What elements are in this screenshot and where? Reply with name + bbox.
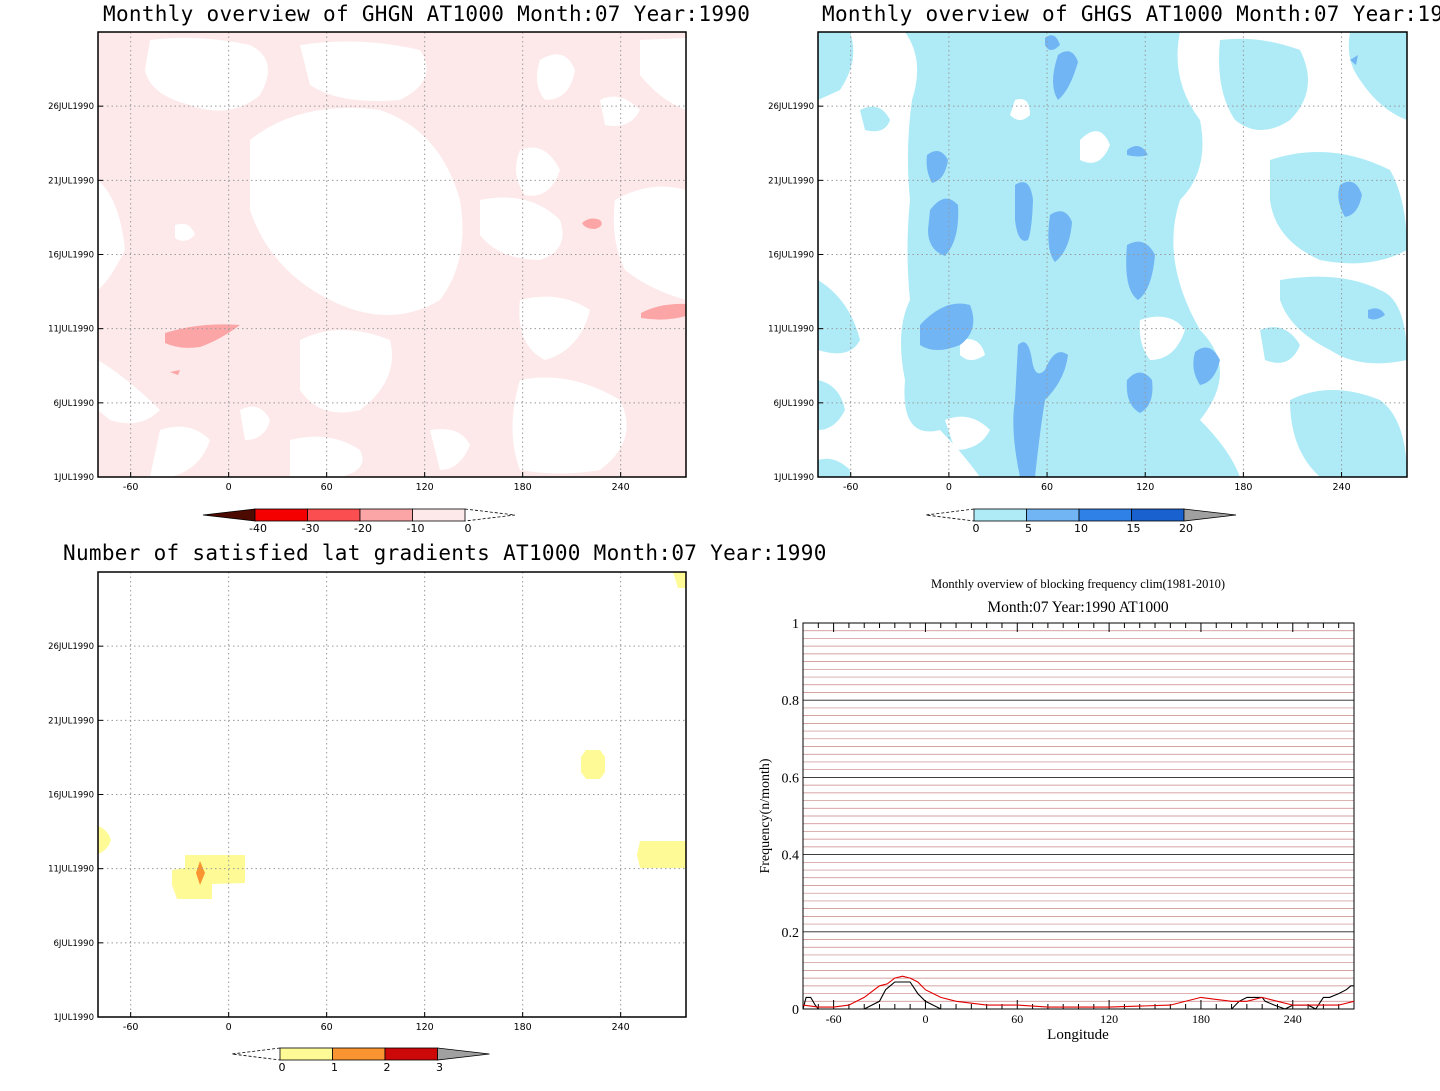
y-tick-label: 11JUL1990 bbox=[48, 325, 94, 335]
x-tick-label: 0 bbox=[922, 1012, 928, 1026]
y-tick-label: 0 bbox=[792, 1003, 799, 1018]
y-tick-label: 21JUL1990 bbox=[48, 716, 94, 726]
colorbar-box bbox=[280, 1048, 333, 1060]
x-tick-label: 120 bbox=[416, 1022, 434, 1033]
x-tick-label: 240 bbox=[1332, 482, 1350, 493]
x-tick-label: 180 bbox=[1234, 482, 1252, 493]
colorbar-label: 2 bbox=[384, 1061, 391, 1074]
x-tick-label: -60 bbox=[123, 1022, 139, 1033]
grad-panel: -60 0 60 120 180 240 1JUL19906JUL199011JUL199… bbox=[48, 572, 686, 1074]
freq-subtitle: Month:07 Year:1990 AT1000 bbox=[987, 599, 1169, 616]
colorbar-label: 20 bbox=[1179, 522, 1193, 535]
x-tick-label: 120 bbox=[1100, 1012, 1118, 1026]
y-tick-label: 26JUL1990 bbox=[48, 102, 94, 112]
grad-y-ticks: 1JUL1990 6JUL1990 11JUL1990 16JUL1990 21JUL1… bbox=[48, 642, 103, 1023]
x-tick-label: 60 bbox=[321, 1022, 333, 1033]
colorbar-label: 0 bbox=[279, 1061, 286, 1074]
x-tick-label: 0 bbox=[946, 482, 952, 493]
ghgn-panel: -60 0 60 120 180 240 1JUL1990 6JUL1990 11JUL199… bbox=[48, 32, 686, 535]
y-tick-label: 1JUL1990 bbox=[773, 473, 814, 483]
colorbar-label: 10 bbox=[1074, 522, 1088, 535]
colorbar-box bbox=[255, 509, 308, 521]
colorbar-box bbox=[360, 509, 413, 521]
freq-y-ticks: 0 0.2 0.4 0.6 0.8 1 bbox=[782, 617, 800, 1018]
freq-x-ticks: -60 0 60 120 180 240 bbox=[826, 1012, 1302, 1026]
y-tick-label: 0.2 bbox=[782, 926, 800, 941]
y-tick-label: 11JUL1990 bbox=[768, 325, 814, 335]
colorbar-label: 0 bbox=[465, 522, 472, 535]
colorbar-right-arrow bbox=[1184, 509, 1236, 521]
x-tick-label: 60 bbox=[1041, 482, 1053, 493]
colorbar-label: -10 bbox=[407, 522, 425, 535]
colorbar-box bbox=[333, 1048, 386, 1060]
y-tick-label: 16JUL1990 bbox=[768, 251, 814, 261]
colorbar-box bbox=[308, 509, 361, 521]
x-tick-label: -60 bbox=[843, 482, 859, 493]
freq-panel: Monthly overview of blocking frequency c… bbox=[758, 577, 1354, 1043]
colorbar-left-arrow bbox=[232, 1048, 280, 1060]
freq-title: Monthly overview of blocking frequency c… bbox=[931, 577, 1225, 591]
freq-xlabel: Longitude bbox=[1047, 1027, 1109, 1043]
y-tick-label: 6JUL1990 bbox=[53, 399, 94, 409]
y-tick-label: 21JUL1990 bbox=[48, 176, 94, 186]
x-tick-label: 0 bbox=[226, 482, 232, 493]
colorbar-box bbox=[1027, 509, 1080, 521]
freq-ylabel: Frequency(n/month) bbox=[758, 758, 773, 873]
x-tick-label: -60 bbox=[826, 1012, 842, 1026]
y-tick-label: 11JUL1990 bbox=[48, 865, 94, 875]
y-tick-label: 0.8 bbox=[782, 694, 800, 709]
x-tick-label: 240 bbox=[1284, 1012, 1302, 1026]
freq-horizontal-lines bbox=[803, 631, 1354, 1002]
colorbar-right-arrow bbox=[465, 509, 515, 521]
colorbar-box bbox=[1132, 509, 1185, 521]
y-tick-label: 1JUL1990 bbox=[53, 1013, 94, 1023]
x-tick-label: 60 bbox=[1011, 1012, 1023, 1026]
colorbar-left-arrow bbox=[203, 509, 255, 521]
y-tick-label: 1 bbox=[792, 617, 799, 632]
colorbar-box bbox=[1079, 509, 1132, 521]
colorbar-box bbox=[385, 1048, 438, 1060]
colorbar-label: 1 bbox=[331, 1061, 338, 1074]
colorbar-label: 15 bbox=[1127, 522, 1141, 535]
ghgn-colorbar: -40 -30 -20 -10 0 bbox=[203, 509, 515, 535]
x-tick-label: 120 bbox=[1136, 482, 1154, 493]
ghgs-y-ticks: 1JUL1990 6JUL1990 11JUL1990 16JUL1990 21JUL1… bbox=[768, 102, 823, 483]
y-tick-label: 0.6 bbox=[782, 771, 800, 786]
x-tick-label: 120 bbox=[416, 482, 434, 493]
y-tick-label: 0.4 bbox=[782, 849, 800, 864]
y-tick-label: 6JUL1990 bbox=[773, 399, 814, 409]
colorbar-label: 0 bbox=[973, 522, 980, 535]
x-tick-label: 180 bbox=[1192, 1012, 1210, 1026]
ghgs-panel: -60 0 60 120 180 240 1JUL1990 6JUL1990 11JUL199… bbox=[768, 32, 1407, 535]
colorbar-right-arrow bbox=[438, 1048, 490, 1060]
colorbar-label: 5 bbox=[1025, 522, 1032, 535]
y-tick-label: 26JUL1990 bbox=[768, 102, 814, 112]
y-tick-label: 1JUL1990 bbox=[53, 473, 94, 483]
colorbar-box bbox=[413, 509, 466, 521]
x-tick-label: 180 bbox=[514, 1022, 532, 1033]
x-tick-label: 0 bbox=[226, 1022, 232, 1033]
x-tick-label: 240 bbox=[612, 482, 630, 493]
series-line-1 bbox=[803, 976, 1354, 1007]
x-tick-label: 180 bbox=[514, 482, 532, 493]
colorbar-left-arrow bbox=[926, 509, 974, 521]
y-tick-label: 26JUL1990 bbox=[48, 642, 94, 652]
x-tick-label: 240 bbox=[612, 1022, 630, 1033]
colorbar-label: -20 bbox=[354, 522, 372, 535]
ghgs-colorbar: 0 5 10 15 20 bbox=[926, 509, 1236, 535]
y-tick-label: 16JUL1990 bbox=[48, 251, 94, 261]
colorbar-label: -30 bbox=[302, 522, 320, 535]
ghgn-y-ticks: 1JUL1990 6JUL1990 11JUL1990 16JUL1990 21JUL1… bbox=[48, 102, 103, 483]
grad-colorbar: 0 1 2 3 bbox=[232, 1048, 490, 1074]
colorbar-box bbox=[974, 509, 1027, 521]
x-tick-label: 60 bbox=[321, 482, 333, 493]
y-tick-label: 6JUL1990 bbox=[53, 939, 94, 949]
y-tick-label: 21JUL1990 bbox=[768, 176, 814, 186]
x-tick-label: -60 bbox=[123, 482, 139, 493]
colorbar-label: -40 bbox=[249, 522, 267, 535]
y-tick-label: 16JUL1990 bbox=[48, 791, 94, 801]
colorbar-label: 3 bbox=[436, 1061, 443, 1074]
